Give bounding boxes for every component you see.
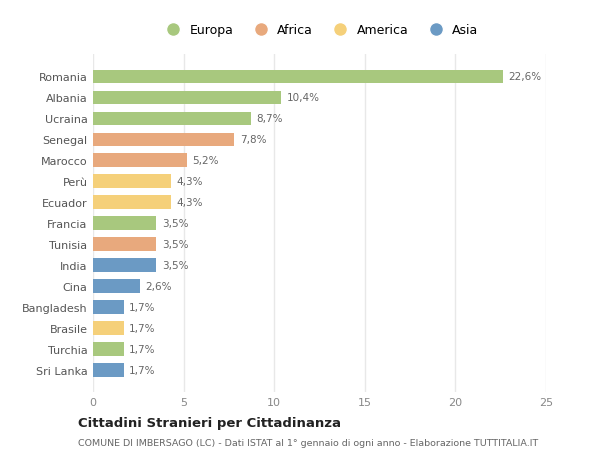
Text: 3,5%: 3,5% [162,261,188,271]
Text: COMUNE DI IMBERSAGO (LC) - Dati ISTAT al 1° gennaio di ogni anno - Elaborazione : COMUNE DI IMBERSAGO (LC) - Dati ISTAT al… [78,438,538,447]
Bar [93,238,157,252]
Bar [93,259,157,273]
Text: 1,7%: 1,7% [129,365,156,375]
Bar [93,154,187,168]
Text: Cittadini Stranieri per Cittadinanza: Cittadini Stranieri per Cittadinanza [78,416,341,429]
Bar [93,112,251,126]
Legend: Europa, Africa, America, Asia: Europa, Africa, America, Asia [161,24,478,37]
Text: 1,7%: 1,7% [129,324,156,333]
Text: 4,3%: 4,3% [176,198,203,208]
Bar [93,70,503,84]
Text: 10,4%: 10,4% [287,93,320,103]
Bar [93,196,171,210]
Bar [93,280,140,293]
Bar [93,91,281,105]
Text: 1,7%: 1,7% [129,302,156,313]
Bar [93,133,235,147]
Bar [93,301,124,314]
Text: 2,6%: 2,6% [146,281,172,291]
Text: 7,8%: 7,8% [240,135,266,145]
Text: 4,3%: 4,3% [176,177,203,187]
Text: 22,6%: 22,6% [508,72,541,82]
Text: 1,7%: 1,7% [129,344,156,354]
Bar [93,175,171,189]
Text: 8,7%: 8,7% [256,114,283,124]
Bar [93,364,124,377]
Bar [93,217,157,230]
Text: 3,5%: 3,5% [162,219,188,229]
Bar [93,322,124,335]
Text: 3,5%: 3,5% [162,240,188,250]
Bar [93,342,124,356]
Text: 5,2%: 5,2% [193,156,219,166]
